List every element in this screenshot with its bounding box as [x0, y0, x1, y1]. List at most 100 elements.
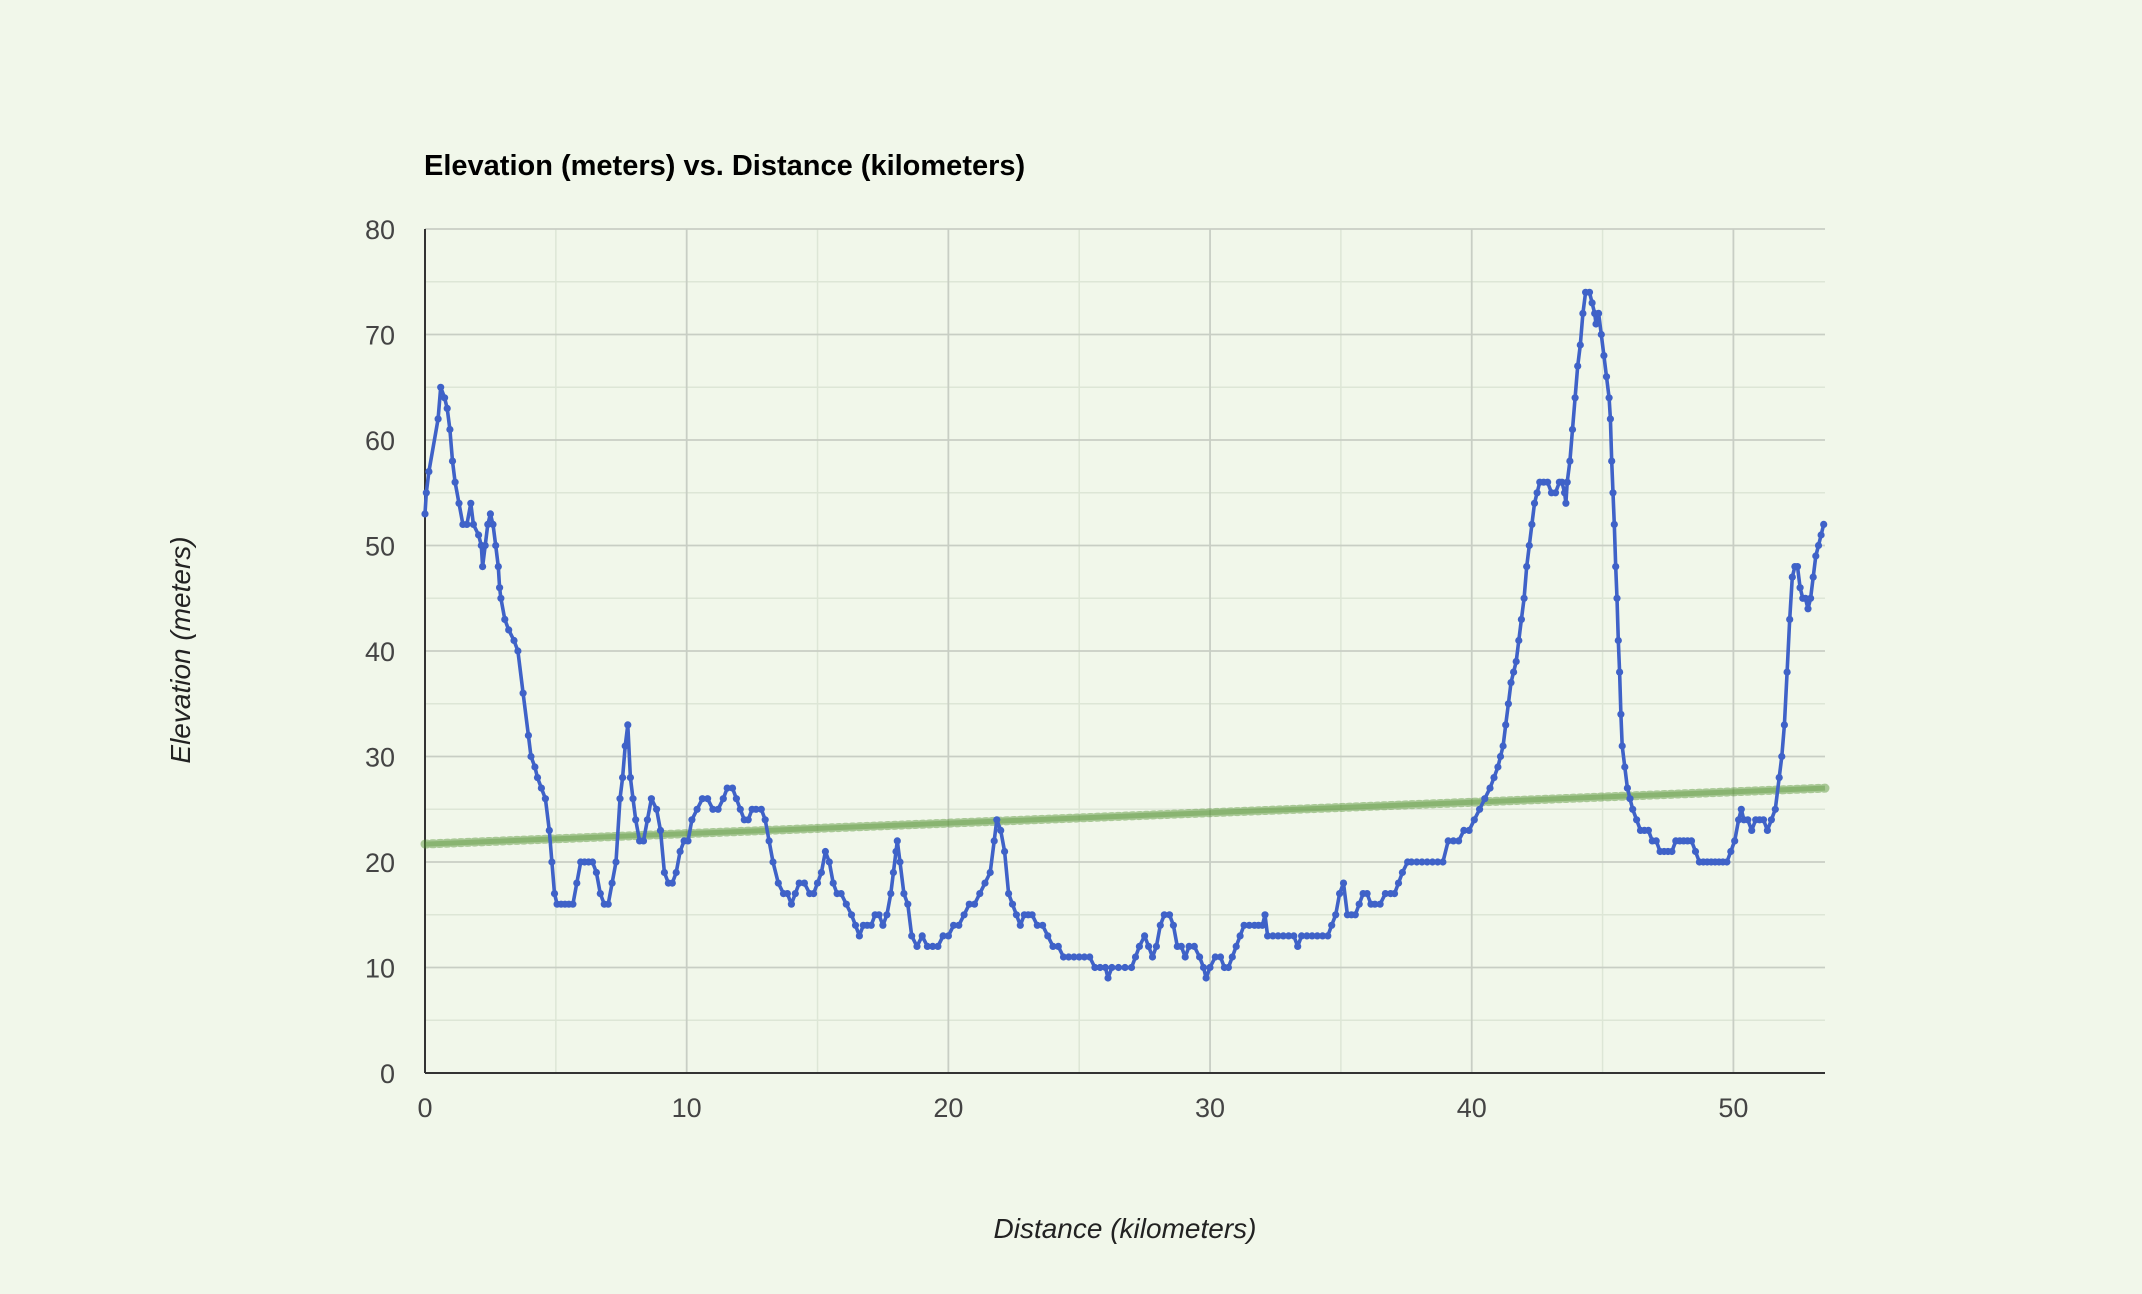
data-point: [1044, 932, 1052, 940]
data-point: [1763, 826, 1771, 835]
data-point: [761, 816, 769, 824]
data-point: [842, 900, 850, 908]
data-point: [688, 816, 696, 824]
data-point: [837, 890, 845, 898]
data-point: [484, 520, 492, 529]
data-point: [434, 415, 442, 423]
grid: [425, 228, 1825, 1073]
data-point: [1530, 499, 1539, 507]
data-point: [1324, 932, 1332, 940]
data-point: [929, 942, 937, 951]
data-point: [1455, 837, 1463, 845]
data-point: [1507, 679, 1515, 687]
data-point: [1376, 900, 1384, 908]
data-point: [1606, 415, 1614, 423]
data-point: [624, 721, 632, 729]
data-point: [1592, 320, 1600, 328]
data-point: [1096, 963, 1104, 972]
data-point: [1814, 541, 1823, 550]
data-point: [1449, 837, 1457, 845]
data-point: [1303, 932, 1311, 940]
data-point: [1793, 563, 1802, 571]
data-point: [519, 689, 527, 697]
data-point: [469, 520, 477, 529]
data-point: [497, 594, 505, 602]
data-point: [1502, 721, 1510, 729]
data-point: [1562, 499, 1570, 507]
y-tick-label: 0: [380, 1059, 395, 1089]
data-point: [1780, 721, 1788, 729]
data-point: [1644, 826, 1652, 835]
data-point: [1613, 594, 1621, 602]
data-point: [1481, 795, 1489, 803]
data-point: [1796, 584, 1804, 592]
data-point: [1413, 858, 1421, 866]
data-point: [1070, 953, 1078, 961]
data-point: [1080, 953, 1088, 961]
data-point: [1465, 826, 1473, 835]
y-tick-label: 10: [365, 954, 395, 984]
data-point: [1783, 668, 1791, 676]
data-point: [545, 826, 553, 835]
data-point: [1585, 288, 1594, 296]
data-point: [900, 890, 908, 898]
data-point: [1568, 425, 1577, 434]
data-point: [1579, 309, 1587, 317]
data-point: [955, 921, 963, 929]
data-point: [1735, 816, 1743, 824]
data-point: [1566, 457, 1574, 465]
data-point: [1121, 963, 1129, 972]
trendline-line: [420, 783, 1830, 849]
data-point: [1202, 974, 1210, 982]
x-axis-title: Distance (kilometers): [994, 1213, 1257, 1244]
data-point: [1820, 520, 1828, 529]
data-point: [1510, 668, 1518, 676]
data-point: [728, 784, 737, 792]
data-point: [1264, 932, 1272, 940]
data-point: [1616, 668, 1624, 676]
data-point: [467, 499, 475, 507]
data-point: [1054, 942, 1062, 951]
data-point: [1104, 974, 1112, 982]
data-point: [851, 921, 860, 929]
data-point: [817, 868, 826, 877]
series: [421, 288, 1828, 982]
data-point: [1520, 594, 1528, 602]
data-point: [1039, 921, 1047, 929]
data-point: [531, 763, 539, 771]
y-tick-label: 50: [365, 532, 395, 562]
y-tick-label: 70: [365, 321, 395, 351]
data-point: [1336, 890, 1344, 898]
data-point: [1807, 594, 1815, 602]
data-point: [918, 932, 926, 940]
data-point: [1148, 953, 1157, 961]
data-point: [1228, 953, 1236, 961]
y-axis-title: Elevation (meters): [165, 536, 196, 763]
data-point: [709, 805, 717, 813]
data-point: [714, 805, 722, 813]
data-point: [573, 879, 581, 887]
data-point: [913, 942, 921, 951]
data-point: [1033, 921, 1041, 929]
tick-labels: 0 10 20 30 40 50 0 10 20 30 40 50 60 70 80: [365, 215, 1748, 1123]
data-point: [847, 911, 856, 919]
data-point: [1108, 963, 1116, 972]
data-point: [825, 858, 833, 866]
data-point: [524, 731, 533, 740]
data-point: [1127, 963, 1136, 972]
data-point: [676, 847, 684, 856]
data-point: [1788, 573, 1796, 581]
data-point: [1691, 847, 1700, 856]
data-point: [481, 541, 489, 550]
data-point: [704, 795, 712, 803]
x-tick-label: 20: [933, 1093, 963, 1123]
data-point: [647, 795, 656, 803]
data-point: [1279, 932, 1287, 940]
data-point: [1398, 868, 1406, 877]
data-point: [1005, 890, 1013, 898]
data-point: [1476, 805, 1484, 813]
data-point: [693, 805, 701, 813]
data-point: [463, 520, 471, 529]
trendline-core: [424, 785, 1826, 847]
